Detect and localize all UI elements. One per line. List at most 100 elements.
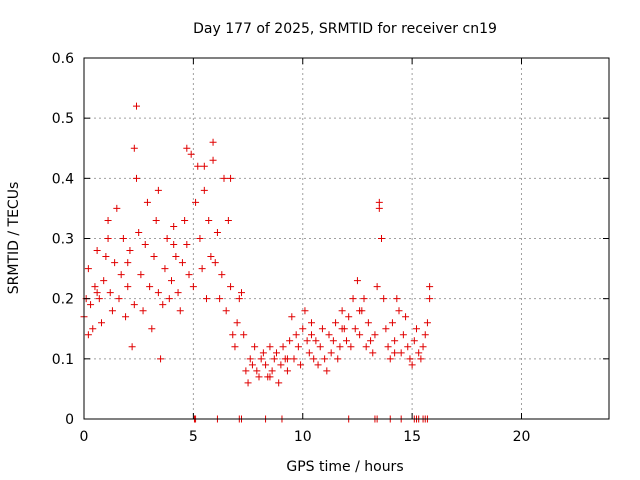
data-point xyxy=(275,379,283,387)
data-point xyxy=(196,235,204,242)
data-point xyxy=(327,349,335,357)
data-point xyxy=(227,283,235,291)
data-point xyxy=(157,355,165,363)
data-point xyxy=(183,144,191,152)
data-point xyxy=(244,379,252,387)
data-point xyxy=(329,337,337,345)
data-point xyxy=(150,253,158,261)
data-point xyxy=(213,228,221,236)
data-point xyxy=(356,331,364,339)
data-point xyxy=(426,283,434,291)
data-point xyxy=(133,174,140,182)
data-point xyxy=(378,235,385,242)
data-point xyxy=(242,367,250,375)
data-point xyxy=(200,162,208,170)
data-point xyxy=(404,343,412,351)
data-point xyxy=(273,349,280,357)
data-point xyxy=(176,307,184,315)
data-point xyxy=(124,259,132,267)
x-tick-label: 15 xyxy=(403,429,421,445)
data-point xyxy=(181,216,189,224)
data-point xyxy=(152,216,160,224)
data-point xyxy=(353,277,361,285)
data-point xyxy=(100,277,108,285)
data-point xyxy=(251,343,259,351)
data-point xyxy=(170,241,178,249)
data-point xyxy=(347,343,355,351)
y-tick-label: 0.2 xyxy=(52,292,74,308)
data-point xyxy=(332,319,340,327)
data-point xyxy=(312,337,320,345)
data-point xyxy=(104,216,112,224)
data-point xyxy=(189,283,197,291)
data-point xyxy=(192,198,200,206)
data-point xyxy=(305,349,313,357)
data-point xyxy=(122,313,130,321)
data-point xyxy=(183,241,191,249)
grid-lines xyxy=(84,58,609,419)
data-point xyxy=(371,331,379,339)
data-point xyxy=(200,186,208,194)
data-point xyxy=(410,337,418,345)
data-point xyxy=(203,295,210,303)
data-point xyxy=(84,331,92,339)
y-axis-label: SRMTID / TECUs xyxy=(6,182,22,295)
data-point xyxy=(170,222,178,230)
data-point xyxy=(216,295,224,303)
data-point xyxy=(194,162,202,170)
data-point xyxy=(93,289,101,297)
data-point xyxy=(417,355,425,363)
data-point xyxy=(391,337,399,345)
data-point xyxy=(360,295,368,303)
data-point xyxy=(268,367,276,375)
data-point xyxy=(246,355,254,363)
data-point xyxy=(388,319,396,327)
data-point xyxy=(364,319,372,327)
data-point xyxy=(117,271,125,279)
data-point xyxy=(115,295,123,303)
data-point xyxy=(375,204,383,212)
data-point xyxy=(198,265,206,273)
data-point xyxy=(141,241,149,249)
data-point xyxy=(163,235,171,242)
data-point xyxy=(349,295,357,303)
data-point xyxy=(288,313,296,321)
data-point xyxy=(248,361,256,369)
data-point xyxy=(308,319,315,327)
data-point xyxy=(174,289,182,297)
axes: 0 0.1 0.2 0.3 0.4 0.5 0.6 0 5 10 15 20 xyxy=(52,51,610,445)
data-point xyxy=(270,355,278,363)
data-points xyxy=(80,102,434,423)
data-point xyxy=(126,247,134,255)
data-point xyxy=(362,343,370,351)
data-point xyxy=(283,367,291,375)
data-point xyxy=(303,337,311,345)
data-point xyxy=(356,307,364,315)
data-point xyxy=(102,253,110,261)
chart-title: Day 177 of 2025, SRMTID for receiver cn1… xyxy=(193,21,497,37)
data-point xyxy=(279,343,287,351)
data-point xyxy=(262,361,270,369)
data-point xyxy=(209,138,217,146)
data-point xyxy=(321,355,329,363)
data-point xyxy=(297,361,305,369)
data-point xyxy=(240,331,248,339)
data-point xyxy=(159,301,167,309)
data-point xyxy=(259,349,267,357)
y-tick-label: 0.5 xyxy=(52,111,74,127)
data-point xyxy=(137,271,145,279)
data-point xyxy=(148,325,156,333)
data-point xyxy=(375,198,383,206)
data-point xyxy=(220,174,228,182)
data-point xyxy=(98,319,105,327)
data-point xyxy=(318,325,326,333)
data-point xyxy=(413,325,420,333)
data-point xyxy=(93,247,101,255)
x-tick-label: 20 xyxy=(513,429,531,445)
data-point xyxy=(325,331,333,339)
x-tick-label: 10 xyxy=(294,429,312,445)
data-point xyxy=(419,343,427,351)
data-point xyxy=(111,259,119,267)
data-point xyxy=(343,337,350,345)
